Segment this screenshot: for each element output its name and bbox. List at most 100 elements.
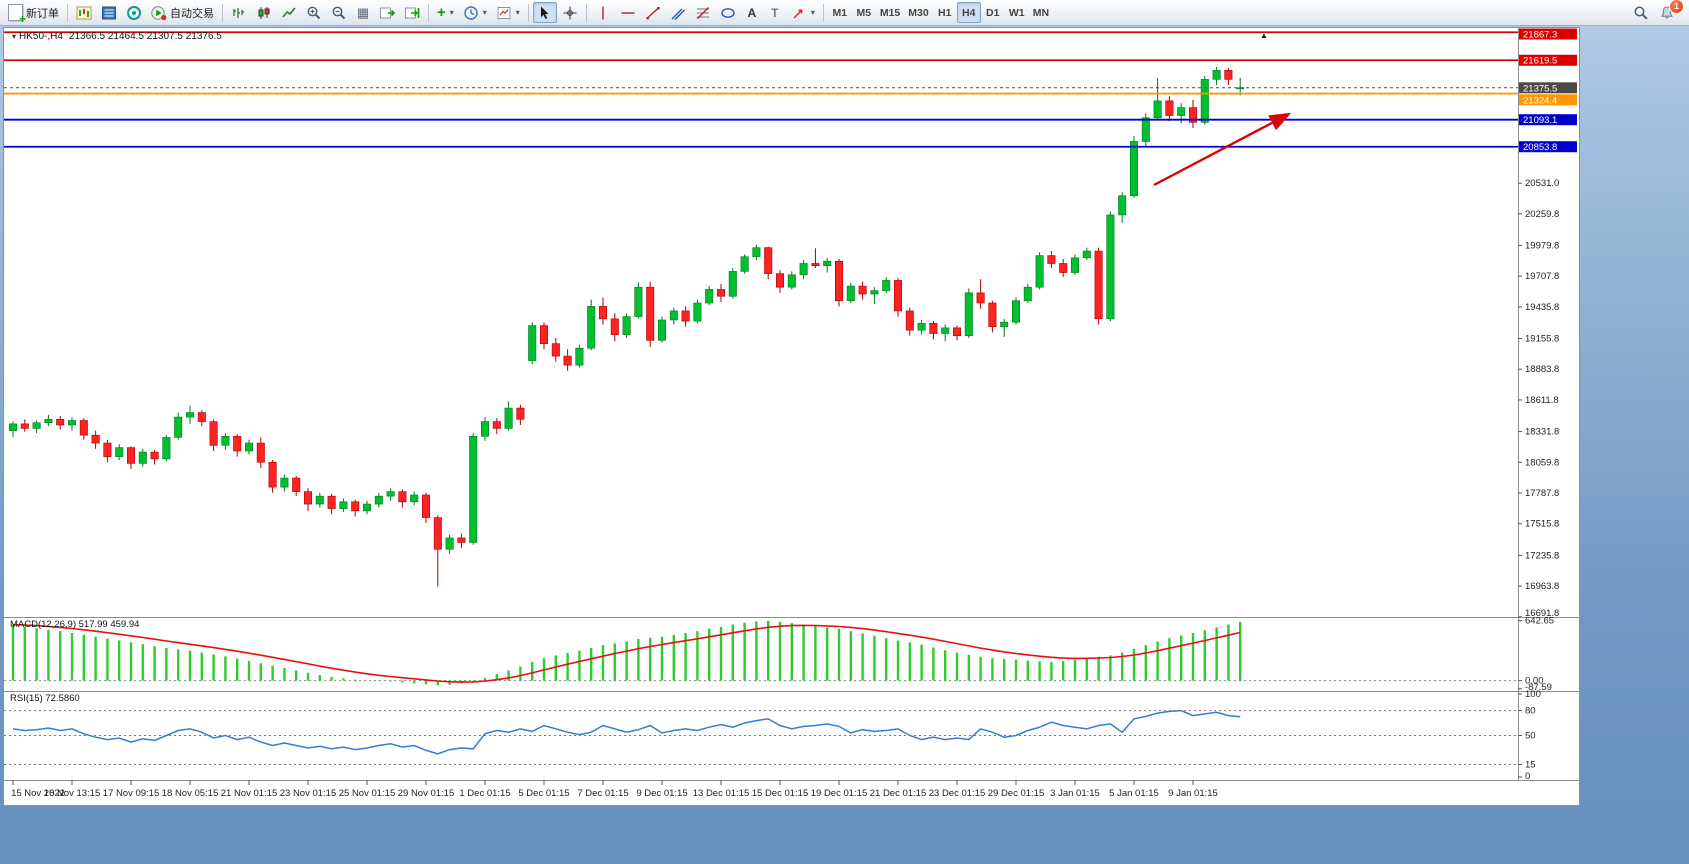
chart-canvas[interactable]: ▲ 20531.0 20259.8 19979.8 19707.8 19435.8 1915… bbox=[4, 28, 1579, 805]
candle-body bbox=[657, 319, 666, 341]
timeframe-m5[interactable]: M5 bbox=[852, 2, 876, 23]
candle-body bbox=[516, 407, 525, 420]
timeframe-m30[interactable]: M30 bbox=[904, 2, 932, 23]
crosshair-button[interactable] bbox=[558, 2, 582, 23]
cursor-icon bbox=[540, 6, 549, 19]
timeframe-mn[interactable]: MN bbox=[1029, 2, 1053, 23]
time-label: 9 Dec 01:15 bbox=[636, 788, 687, 799]
time-label: 25 Nov 01:15 bbox=[339, 788, 396, 799]
zoom-out-button[interactable] bbox=[327, 2, 351, 23]
time-label: 19 Dec 01:15 bbox=[811, 788, 868, 799]
line-chart-button[interactable] bbox=[277, 2, 301, 23]
timeframe-m1[interactable]: M1 bbox=[828, 2, 852, 23]
candle-body bbox=[587, 306, 596, 349]
autotrading-icon bbox=[151, 5, 167, 20]
trend-arrow[interactable] bbox=[1153, 112, 1292, 187]
candle-body bbox=[952, 327, 961, 337]
candle-body bbox=[374, 495, 383, 505]
chart-window[interactable]: ▲ 20531.0 20259.8 19979.8 19707.8 19435.8 1915… bbox=[3, 27, 1580, 806]
autotrading-label: 自动交易 bbox=[170, 7, 214, 20]
timeframe-h1[interactable]: H1 bbox=[933, 2, 957, 23]
chevron-down-icon: ▾ bbox=[482, 8, 487, 17]
macd-tick-label: 0.00 bbox=[1525, 676, 1544, 687]
search-icon bbox=[1634, 6, 1648, 20]
tile-windows-button[interactable]: ▦ bbox=[352, 2, 374, 23]
periods-button[interactable]: ▾ bbox=[459, 2, 491, 23]
candle-body bbox=[32, 422, 41, 429]
rsi-tick-label: 15 bbox=[1525, 760, 1536, 771]
candle-body bbox=[174, 416, 183, 438]
time-label: 23 Nov 01:15 bbox=[280, 788, 337, 799]
candle-body bbox=[351, 501, 360, 512]
price-tick-label: 17787.8 bbox=[1525, 488, 1559, 499]
auto-scroll-button[interactable] bbox=[375, 2, 399, 23]
candle-body bbox=[705, 289, 714, 304]
candle-body bbox=[1153, 100, 1162, 119]
timeframe-w1[interactable]: W1 bbox=[1005, 2, 1029, 23]
candle-body bbox=[634, 286, 643, 317]
shapes-button[interactable] bbox=[716, 2, 740, 23]
macd-indicator-label: MACD(12,26,9) 517.99 459.94 bbox=[10, 619, 139, 630]
indicators-button[interactable]: + ▾ bbox=[433, 2, 458, 23]
timeframe-d1[interactable]: D1 bbox=[981, 2, 1005, 23]
templates-button[interactable]: ▾ bbox=[492, 2, 524, 23]
zoom-in-button[interactable] bbox=[302, 2, 326, 23]
candle-body bbox=[1082, 250, 1091, 259]
candle-body bbox=[103, 442, 112, 457]
label-button[interactable]: T bbox=[764, 2, 786, 23]
cursor-button[interactable] bbox=[532, 2, 557, 23]
rsi-indicator-label: RSI(15) 72.5860 bbox=[10, 693, 80, 704]
search-button[interactable] bbox=[1629, 2, 1653, 23]
macd-tick-label: 642.65 bbox=[1525, 616, 1554, 627]
line-chart-icon bbox=[282, 6, 296, 17]
candle-body bbox=[1165, 100, 1174, 116]
charts-button[interactable] bbox=[72, 2, 96, 23]
autotrading-button[interactable]: 自动交易 bbox=[147, 2, 218, 23]
market-watch-icon bbox=[102, 6, 116, 19]
object-marker[interactable]: ▲ bbox=[1260, 31, 1268, 40]
candle-body bbox=[480, 421, 489, 437]
macd-name: MACD(12,26,9) bbox=[10, 619, 76, 630]
chart-symbol-period: HK50-,H4 bbox=[19, 31, 63, 42]
candle-body bbox=[280, 477, 289, 488]
candle-body bbox=[563, 355, 572, 366]
price-badge bbox=[1519, 28, 1577, 40]
horizontal-line-button[interactable] bbox=[616, 2, 640, 23]
trendline-button[interactable] bbox=[641, 2, 665, 23]
arrows-button[interactable]: ▾ bbox=[787, 2, 819, 23]
candle-body bbox=[1141, 117, 1150, 142]
candlestick-button[interactable] bbox=[252, 2, 276, 23]
price-tick-label: 18883.8 bbox=[1525, 364, 1559, 375]
market-watch-button[interactable] bbox=[97, 2, 121, 23]
new-order-label: 新订单 bbox=[26, 7, 59, 20]
channel-button[interactable] bbox=[666, 2, 690, 23]
vertical-line-button[interactable] bbox=[591, 2, 615, 23]
notifications-button[interactable]: 1 bbox=[1655, 0, 1684, 23]
collapse-icon[interactable]: ▾ bbox=[12, 32, 17, 41]
text-button[interactable]: A bbox=[741, 2, 763, 23]
bar-chart-button[interactable] bbox=[227, 2, 251, 23]
candle-body bbox=[9, 423, 18, 431]
candle-body bbox=[528, 325, 537, 361]
price-tick-label: 19435.8 bbox=[1525, 302, 1559, 313]
time-label: 13 Dec 01:15 bbox=[693, 788, 750, 799]
new-order-button[interactable]: 新订单 bbox=[4, 2, 63, 25]
time-label: 5 Jan 01:15 bbox=[1109, 788, 1159, 799]
timeframe-m15[interactable]: M15 bbox=[876, 2, 904, 23]
fibonacci-button[interactable] bbox=[691, 2, 715, 23]
candle-body bbox=[764, 247, 773, 274]
timeframe-h4[interactable]: H4 bbox=[956, 2, 981, 23]
candle-body bbox=[1071, 257, 1080, 273]
candle-body bbox=[775, 273, 784, 288]
chart-shift-button[interactable] bbox=[400, 2, 424, 23]
zoom-out-icon bbox=[332, 6, 346, 19]
price-tick-label: 16691.8 bbox=[1525, 608, 1559, 619]
candle-body bbox=[905, 310, 914, 331]
candle-body bbox=[1011, 300, 1020, 323]
auto-scroll-icon bbox=[380, 7, 395, 18]
toolbar-separator bbox=[222, 3, 223, 22]
data-window-icon bbox=[127, 5, 141, 20]
data-window-button[interactable] bbox=[122, 2, 146, 23]
price-badge-label: 21093.1 bbox=[1523, 115, 1557, 126]
candle-body bbox=[917, 323, 926, 331]
